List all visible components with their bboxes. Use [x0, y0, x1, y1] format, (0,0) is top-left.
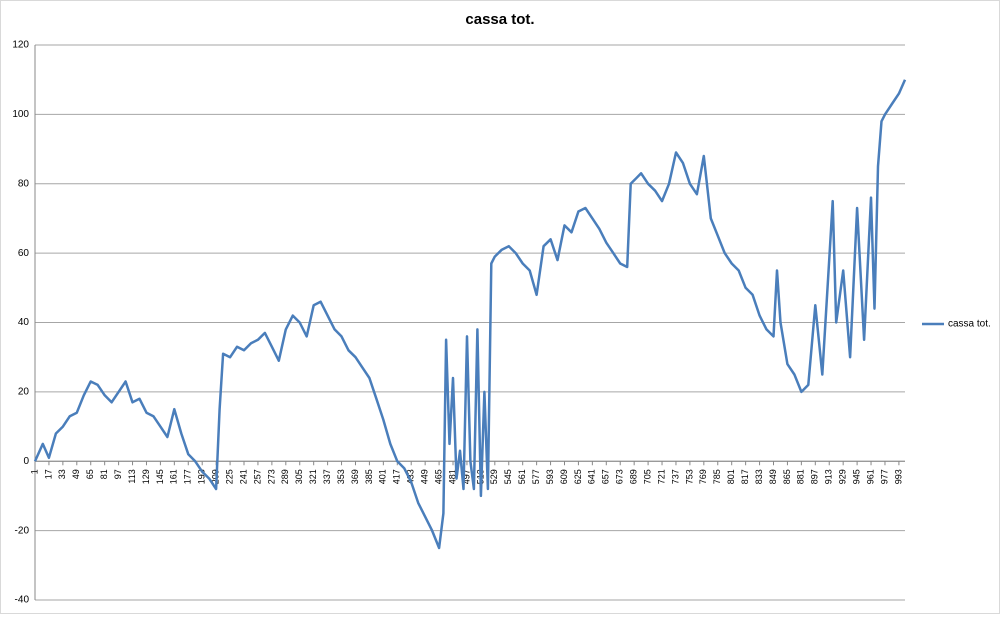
- x-tick-label: 305: [294, 469, 304, 484]
- x-tick-label: 225: [224, 469, 234, 484]
- x-tick-label: 129: [141, 469, 151, 484]
- x-tick-label: 929: [838, 469, 848, 484]
- x-tick-label: 673: [615, 469, 625, 484]
- x-tick-label: 913: [824, 469, 834, 484]
- y-tick-label: 60: [18, 248, 30, 259]
- x-tick-label: 193: [197, 469, 207, 484]
- x-tick-label: 113: [127, 469, 137, 483]
- data-line: [33, 79, 907, 550]
- y-tick-label: 100: [12, 109, 29, 120]
- x-tick-label: 705: [642, 469, 652, 484]
- x-tick-label: 593: [545, 469, 555, 484]
- x-tick-label: 801: [726, 469, 736, 484]
- x-tick-label: 321: [308, 469, 318, 484]
- x-tick-label: 1: [29, 469, 39, 474]
- x-tick-label: 625: [573, 469, 583, 484]
- x-tick-label: 721: [656, 469, 666, 484]
- x-tick-label: 289: [280, 469, 290, 484]
- x-tick-label: 865: [782, 469, 792, 484]
- y-tick-label: 40: [18, 317, 30, 328]
- chart-title: cassa tot.: [465, 11, 534, 28]
- x-tick-label: 481: [447, 469, 457, 484]
- x-tick-label: 65: [85, 469, 95, 479]
- x-tick-label: 945: [851, 469, 861, 484]
- x-tick-label: 833: [754, 469, 764, 484]
- x-tick-label: 257: [252, 469, 262, 484]
- x-tick-label: 577: [531, 469, 541, 484]
- x-tick-label: 657: [601, 469, 611, 484]
- x-tick-label: 737: [670, 469, 680, 484]
- x-tick-label: 385: [364, 469, 374, 484]
- x-tick-label: 609: [559, 469, 569, 484]
- x-tick-label: 497: [461, 469, 471, 484]
- x-tick-label: 545: [503, 469, 513, 484]
- x-tick-label: 529: [489, 469, 499, 484]
- x-tick-label: 401: [378, 469, 388, 484]
- x-tick-label: 769: [698, 469, 708, 484]
- x-tick-label: 561: [517, 469, 527, 484]
- x-tick-label: 689: [629, 469, 639, 484]
- x-tick-label: 785: [712, 469, 722, 484]
- y-tick-label: -40: [15, 595, 30, 606]
- x-tick-label: 273: [266, 469, 276, 484]
- x-tick-label: 33: [57, 469, 67, 479]
- y-tick-label: 120: [12, 40, 29, 51]
- x-tick-label: 449: [420, 469, 430, 484]
- x-tick-label: 17: [43, 469, 53, 479]
- legend-label: cassa tot.: [948, 319, 991, 330]
- x-tick-label: 369: [350, 469, 360, 484]
- x-tick-label: 161: [169, 469, 179, 484]
- x-tick-label: 81: [99, 469, 109, 479]
- x-tick-label: 753: [684, 469, 694, 484]
- x-tick-label: 433: [406, 469, 416, 484]
- x-tick-label: 977: [879, 469, 889, 484]
- y-tick-label: 0: [23, 456, 29, 467]
- x-tick-label: 417: [392, 469, 402, 484]
- x-tick-label: 337: [322, 469, 332, 484]
- x-tick-label: 49: [71, 469, 81, 479]
- x-tick-label: 961: [865, 469, 875, 484]
- x-tick-label: 817: [740, 469, 750, 484]
- x-tick-label: 177: [183, 469, 193, 484]
- x-tick-label: 849: [768, 469, 778, 484]
- x-tick-label: 465: [433, 469, 443, 484]
- x-tick-label: 241: [238, 469, 248, 484]
- x-tick-label: 353: [336, 469, 346, 484]
- x-tick-label: 897: [810, 469, 820, 484]
- y-tick-label: 20: [18, 387, 30, 398]
- x-tick-label: 145: [155, 469, 165, 484]
- x-tick-label: 641: [587, 469, 597, 484]
- x-tick-label: 97: [113, 469, 123, 479]
- x-tick-label: 881: [796, 469, 806, 484]
- x-tick-label: 993: [893, 469, 903, 484]
- y-tick-label: 80: [18, 178, 30, 189]
- y-tick-label: -20: [15, 525, 30, 536]
